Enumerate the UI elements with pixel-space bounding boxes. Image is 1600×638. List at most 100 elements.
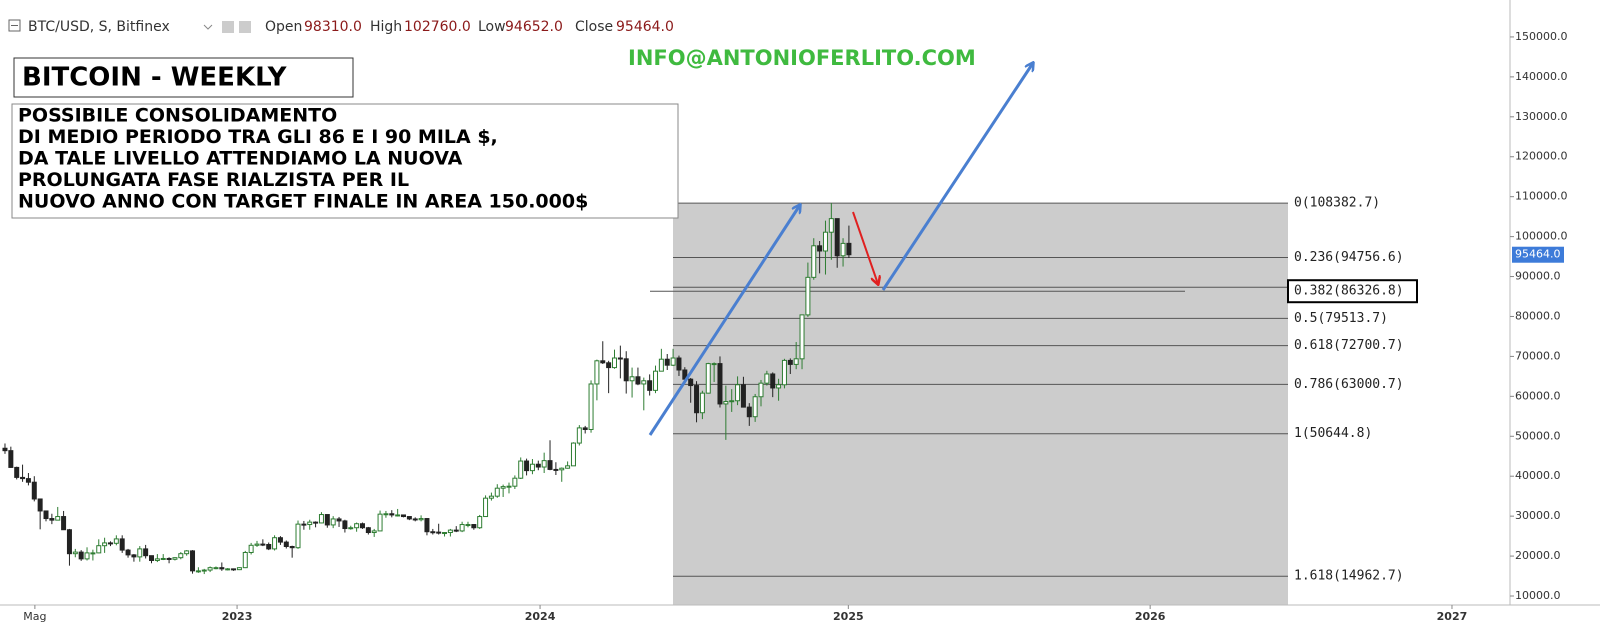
candle-body: [524, 460, 530, 472]
y-tick-label: 110000.0: [1515, 190, 1568, 203]
candle-body: [365, 527, 371, 534]
title-box: [13, 57, 354, 98]
y-tick-label: 10000.0: [1515, 589, 1561, 602]
candle-body: [55, 516, 61, 521]
candle-body: [846, 242, 852, 256]
candle-body: [600, 360, 606, 364]
candle-body: [336, 518, 342, 522]
candle-body: [395, 514, 401, 517]
candle-body: [694, 385, 700, 414]
candle-body: [283, 541, 289, 547]
candle-body: [559, 467, 565, 471]
candle-body: [96, 545, 102, 554]
ohlc-name: Close: [575, 19, 613, 35]
candle-body: [477, 516, 483, 529]
candle-body: [348, 527, 354, 530]
candle-body: [781, 359, 787, 386]
candle-body: [137, 548, 143, 558]
symbol: BTC/USD, S, Bitfinex: [28, 19, 170, 35]
candle-body: [166, 557, 172, 560]
candle-body: [752, 396, 758, 418]
fib-highlight-box: [1287, 279, 1418, 304]
x-tick-label: 2025: [833, 610, 864, 623]
fib-label: 1.618(14962.7): [1294, 569, 1404, 584]
candle-body: [834, 218, 840, 257]
candle-body: [828, 218, 834, 233]
candle-body: [723, 401, 729, 405]
candle-body: [442, 532, 448, 535]
candle-body: [107, 542, 113, 545]
candle-body: [787, 359, 793, 365]
candle-body: [172, 557, 178, 560]
candle-body: [541, 460, 547, 468]
y-tick-label: 20000.0: [1515, 549, 1561, 562]
candle-body: [272, 537, 278, 550]
ohlc-value: 102760.0: [404, 19, 471, 35]
candle-body: [277, 537, 283, 543]
candle-body: [248, 544, 254, 553]
candle-body: [717, 363, 723, 405]
candle-body: [623, 358, 629, 382]
fib-zone-layer: 0(108382.7) 0.236(94756.6) 0.382(86326.8) 0…: [650, 196, 1418, 606]
candle-body: [313, 521, 319, 524]
candle-body: [8, 450, 14, 468]
candle-body: [260, 543, 266, 546]
x-tick-label: Mag: [23, 610, 46, 623]
note-line: NUOVO ANNO CON TARGET FINALE IN AREA 150…: [18, 191, 588, 213]
candle-body: [817, 245, 823, 252]
candle-body: [676, 357, 682, 371]
candle-body: [207, 567, 213, 571]
x-tick-label: 2027: [1437, 610, 1468, 623]
candle-body: [582, 427, 588, 430]
candle-body: [84, 552, 90, 560]
trend-arrow: [648, 205, 800, 436]
candle-body: [688, 378, 694, 387]
y-tick-label: 120000.0: [1515, 150, 1568, 163]
chart-title: BITCOIN - WEEKLY: [22, 63, 288, 93]
candle-body: [242, 551, 248, 569]
y-tick-label: 50000.0: [1515, 429, 1561, 442]
candle-body: [711, 363, 717, 366]
candles: [2, 203, 852, 575]
candle-body: [190, 550, 196, 572]
candle-body: [324, 514, 330, 526]
candle-body: [594, 360, 600, 385]
candle-body: [547, 460, 553, 470]
fib-label: 0.618(72700.7): [1294, 338, 1404, 353]
candle-body: [447, 529, 453, 534]
candle-body: [471, 524, 477, 529]
candle-body: [518, 460, 524, 479]
candle-body: [254, 543, 260, 546]
candle-body: [653, 370, 659, 391]
candle-body: [635, 376, 641, 385]
ohlc-value: 98310.0: [304, 19, 362, 35]
candle-body: [465, 524, 471, 527]
candle-body: [406, 516, 412, 520]
candle-body: [119, 538, 125, 551]
candle-body: [330, 518, 336, 526]
candle-body: [494, 487, 500, 497]
ohlc-name: Low: [478, 19, 506, 35]
candle-body: [729, 400, 735, 403]
candle-body: [699, 392, 705, 414]
candle-body: [735, 384, 741, 402]
candle-body: [289, 545, 295, 549]
candle-body: [553, 468, 559, 471]
candle-body: [318, 514, 324, 524]
price-tag-label: 95464.0: [1515, 248, 1561, 261]
candle-body: [219, 567, 225, 570]
candle-body: [25, 478, 31, 483]
candle-body: [529, 463, 535, 472]
candle-body: [295, 523, 301, 549]
y-tick-label: 80000.0: [1515, 309, 1561, 322]
candle-body: [113, 538, 119, 544]
candle-body: [14, 466, 20, 478]
icon: [239, 21, 251, 33]
candle-body: [184, 550, 190, 555]
ohlc-value: 95464.0: [616, 19, 674, 35]
candle-body: [354, 523, 360, 529]
candle-body: [658, 358, 664, 372]
candle-body: [488, 495, 494, 499]
target-arrow: [881, 63, 1033, 291]
